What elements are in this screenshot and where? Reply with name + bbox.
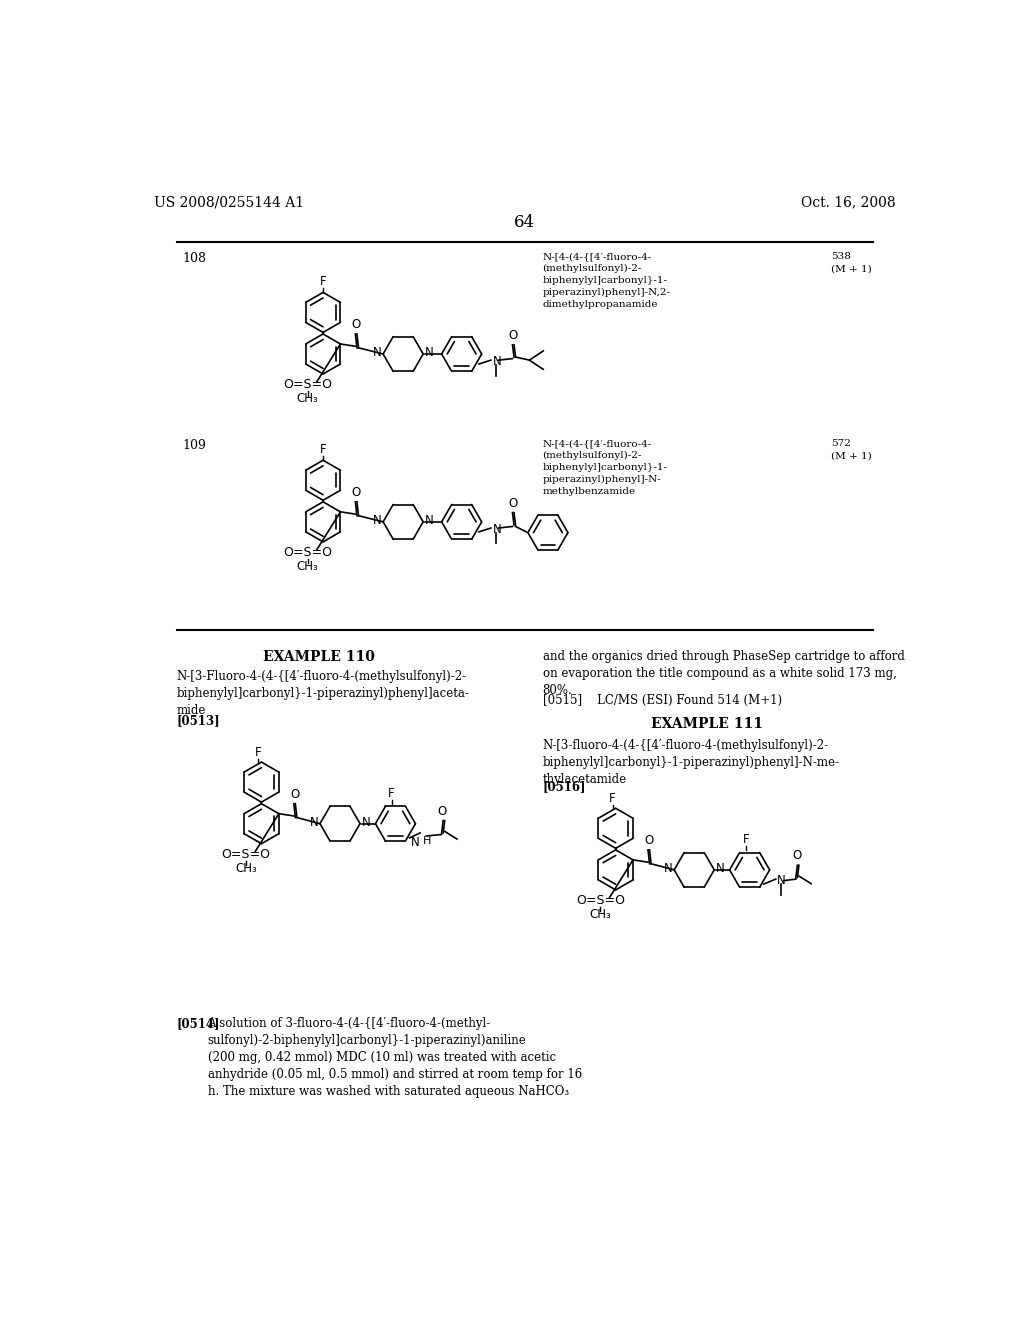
Text: O: O xyxy=(351,318,360,331)
Text: O: O xyxy=(509,496,518,510)
Text: 109: 109 xyxy=(183,440,207,453)
Text: N: N xyxy=(493,523,501,536)
Text: N: N xyxy=(373,513,382,527)
Text: EXAMPLE 110: EXAMPLE 110 xyxy=(263,649,375,664)
Text: 538
(M + 1): 538 (M + 1) xyxy=(831,252,872,273)
Text: N: N xyxy=(373,346,382,359)
Text: O=S=O: O=S=O xyxy=(284,379,332,391)
Text: N: N xyxy=(425,513,433,527)
Text: N: N xyxy=(425,346,433,359)
Text: F: F xyxy=(319,275,327,288)
Text: and the organics dried through PhaseSep cartridge to afford
on evaporation the t: and the organics dried through PhaseSep … xyxy=(543,649,904,697)
Text: 572
(M + 1): 572 (M + 1) xyxy=(831,440,872,461)
Text: O: O xyxy=(351,486,360,499)
Text: CH₃: CH₃ xyxy=(297,392,318,405)
Text: [0514]: [0514] xyxy=(177,1016,220,1030)
Text: N: N xyxy=(309,816,318,829)
Text: N-[3-fluoro-4-(4-{[4′-fluoro-4-(methylsulfonyl)-2-
biphenylyl]carbonyl}-1-pipera: N-[3-fluoro-4-(4-{[4′-fluoro-4-(methylsu… xyxy=(543,739,840,785)
Text: F: F xyxy=(319,442,327,455)
Text: F: F xyxy=(609,792,615,805)
Text: O=S=O: O=S=O xyxy=(221,847,270,861)
Text: [0515]    LC/MS (ESI) Found 514 (M+1): [0515] LC/MS (ESI) Found 514 (M+1) xyxy=(543,694,781,708)
Text: Oct. 16, 2008: Oct. 16, 2008 xyxy=(802,195,896,210)
Text: O=S=O: O=S=O xyxy=(284,546,332,560)
Text: O: O xyxy=(792,849,801,862)
Text: N-[4-(4-{[4′-fluoro-4-
(methylsulfonyl)-2-
biphenylyl]carbonyl}-1-
piperazinyl)p: N-[4-(4-{[4′-fluoro-4- (methylsulfonyl)-… xyxy=(543,440,668,496)
Text: O: O xyxy=(509,329,518,342)
Text: EXAMPLE 111: EXAMPLE 111 xyxy=(650,718,763,731)
Text: N: N xyxy=(777,874,786,887)
Text: US 2008/0255144 A1: US 2008/0255144 A1 xyxy=(154,195,304,210)
Text: CH₃: CH₃ xyxy=(236,862,257,875)
Text: F: F xyxy=(388,787,395,800)
Text: O: O xyxy=(290,788,299,800)
Text: N: N xyxy=(664,862,673,875)
Text: N: N xyxy=(493,355,501,368)
Text: [0516]: [0516] xyxy=(543,780,586,793)
Text: 64: 64 xyxy=(514,214,536,231)
Text: O: O xyxy=(644,834,653,847)
Text: N-[4-(4-{[4′-fluoro-4-
(methylsulfonyl)-2-
biphenylyl]carbonyl}-1-
piperazinyl)p: N-[4-(4-{[4′-fluoro-4- (methylsulfonyl)-… xyxy=(543,252,671,309)
Text: N: N xyxy=(412,836,420,849)
Text: 108: 108 xyxy=(183,252,207,265)
Text: N-[3-Fluoro-4-(4-{[4′-fluoro-4-(methylsulfonyl)-2-
biphenylyl]carbonyl}-1-pipera: N-[3-Fluoro-4-(4-{[4′-fluoro-4-(methylsu… xyxy=(177,669,470,717)
Text: F: F xyxy=(742,833,750,846)
Text: CH₃: CH₃ xyxy=(297,560,318,573)
Text: O=S=O: O=S=O xyxy=(575,894,625,907)
Text: [0513]: [0513] xyxy=(177,714,220,727)
Text: H: H xyxy=(423,836,431,846)
Text: F: F xyxy=(255,746,262,759)
Text: CH₃: CH₃ xyxy=(590,908,611,921)
Text: N: N xyxy=(361,816,371,829)
Text: N: N xyxy=(716,862,725,875)
Text: A solution of 3-fluoro-4-(4-{[4′-fluoro-4-(methyl-
sulfonyl)-2-biphenylyl]carbon: A solution of 3-fluoro-4-(4-{[4′-fluoro-… xyxy=(208,1016,582,1098)
Text: O: O xyxy=(438,804,447,817)
